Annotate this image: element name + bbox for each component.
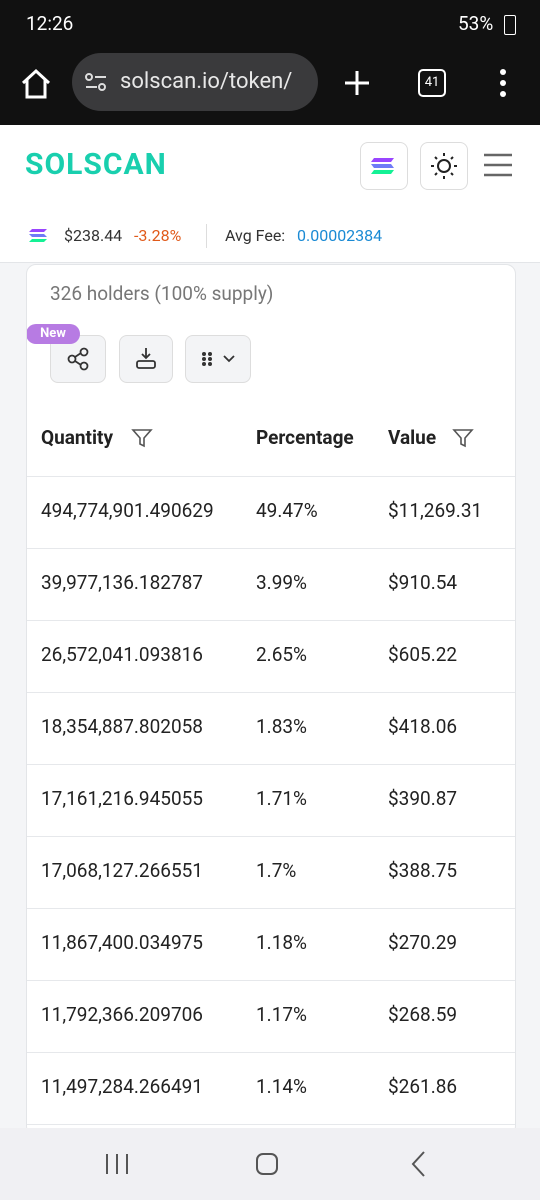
battery-icon bbox=[504, 15, 516, 35]
table-cell: 1.71% bbox=[256, 787, 307, 810]
row-divider bbox=[27, 980, 515, 981]
navigation-bar bbox=[0, 1128, 540, 1200]
table-cell: $418.06 bbox=[388, 715, 458, 738]
price-change: -3.28% bbox=[134, 226, 182, 245]
table-cell: $605.22 bbox=[388, 643, 458, 666]
table-cell: $390.87 bbox=[388, 787, 458, 810]
table-cell: 1.18% bbox=[256, 931, 307, 954]
price-bar: $238.44 -3.28% Avg Fee: 0.00002384 bbox=[0, 210, 540, 263]
sol-price: $238.44 bbox=[64, 226, 123, 245]
sol-icon bbox=[29, 229, 47, 242]
holders-summary: 326 holders (100% supply) bbox=[50, 282, 274, 305]
address-bar[interactable]: solscan.io/token/ bbox=[72, 53, 318, 111]
table-cell: 39,977,136.182787 bbox=[41, 571, 203, 594]
table-cell: 11,867,400.034975 bbox=[41, 931, 203, 954]
row-divider bbox=[27, 1052, 515, 1053]
browser-bar: solscan.io/token/ 41 bbox=[0, 50, 540, 125]
back-button[interactable] bbox=[410, 1150, 428, 1178]
column-header: Value bbox=[388, 426, 437, 449]
home-nav-button[interactable] bbox=[255, 1152, 279, 1176]
fee-label: Avg Fee: bbox=[225, 226, 286, 245]
table-cell: 1.17% bbox=[256, 1003, 307, 1026]
table-cell: 1.14% bbox=[256, 1075, 307, 1098]
table-cell: 26,572,041.093816 bbox=[41, 643, 203, 666]
new-badge: New bbox=[27, 324, 80, 344]
download-button[interactable] bbox=[119, 335, 173, 383]
filter-icon[interactable] bbox=[131, 428, 153, 452]
menu-button[interactable] bbox=[496, 68, 510, 98]
table-cell: 17,161,216.945055 bbox=[41, 787, 203, 810]
chain-button[interactable] bbox=[360, 142, 408, 190]
row-divider bbox=[27, 836, 515, 837]
theme-button[interactable] bbox=[420, 142, 468, 190]
home-button[interactable] bbox=[20, 68, 52, 100]
row-divider bbox=[27, 908, 515, 909]
site-header: SOLSCAN bbox=[0, 125, 540, 210]
recent-apps-button[interactable] bbox=[104, 1152, 130, 1176]
fee-value: 0.00002384 bbox=[297, 226, 383, 245]
table-cell: $910.54 bbox=[388, 571, 458, 594]
battery-level: 53% bbox=[458, 12, 494, 35]
table-cell: 494,774,901.490629 bbox=[41, 499, 214, 522]
row-divider bbox=[27, 620, 515, 621]
table-cell: $261.86 bbox=[388, 1075, 458, 1098]
table-cell: $11,269.31 bbox=[388, 499, 483, 522]
row-divider bbox=[27, 764, 515, 765]
table-cell: 2.65% bbox=[256, 643, 307, 666]
logo[interactable]: SOLSCAN bbox=[25, 147, 167, 182]
divider bbox=[206, 224, 207, 248]
filter-icon[interactable] bbox=[452, 428, 474, 452]
new-tab-button[interactable] bbox=[342, 68, 372, 98]
table-cell: 1.7% bbox=[256, 859, 297, 882]
row-divider bbox=[27, 548, 515, 549]
tab-count[interactable]: 41 bbox=[418, 69, 446, 97]
table-cell: 3.99% bbox=[256, 571, 307, 594]
column-header: Quantity bbox=[41, 426, 114, 449]
table-cell: 18,354,887.802058 bbox=[41, 715, 203, 738]
table-cell: 1.83% bbox=[256, 715, 307, 738]
table-cell: $268.59 bbox=[388, 1003, 458, 1026]
table-cell: 11,792,366.209706 bbox=[41, 1003, 203, 1026]
table-cell: 49.47% bbox=[256, 499, 318, 522]
table-cell: 11,497,284.266491 bbox=[41, 1075, 203, 1098]
column-header: Percentage bbox=[256, 426, 354, 449]
hamburger-menu[interactable] bbox=[484, 153, 512, 177]
row-divider bbox=[27, 1124, 515, 1125]
clock: 12:26 bbox=[26, 12, 74, 35]
site-info-icon bbox=[85, 73, 106, 91]
url-text: solscan.io/token/ bbox=[120, 69, 293, 94]
row-divider bbox=[27, 476, 515, 477]
table-cell: $388.75 bbox=[388, 859, 458, 882]
columns-button[interactable] bbox=[185, 335, 251, 383]
table-cell: $270.29 bbox=[388, 931, 458, 954]
holders-table: Quantity Percentage Value 494,774,901.49062… bbox=[27, 265, 515, 1135]
status-bar: 12:26 53% bbox=[0, 0, 540, 50]
row-divider bbox=[27, 692, 515, 693]
table-cell: 17,068,127.266551 bbox=[41, 859, 203, 882]
holders-card: 326 holders (100% supply) New Quantity Pe… bbox=[26, 264, 516, 1136]
